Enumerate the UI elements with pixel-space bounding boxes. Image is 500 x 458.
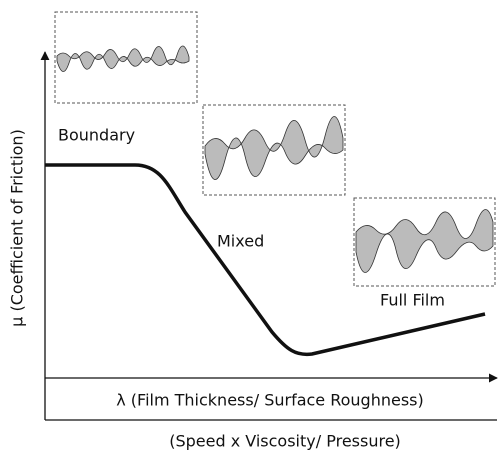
y-axis-label: μ (Coefficient of Friction) <box>8 129 27 327</box>
stribeck-diagram: μ (Coefficient of Friction) λ (Film Thic… <box>0 0 500 458</box>
region-label: Boundary <box>58 126 135 145</box>
x-axis-sublabel: (Speed x Viscosity/ Pressure) <box>169 432 401 451</box>
x-axis-label: λ (Film Thickness/ Surface Roughness) <box>116 391 424 410</box>
region-label: Mixed <box>217 232 264 251</box>
region-label: Full Film <box>380 291 445 310</box>
